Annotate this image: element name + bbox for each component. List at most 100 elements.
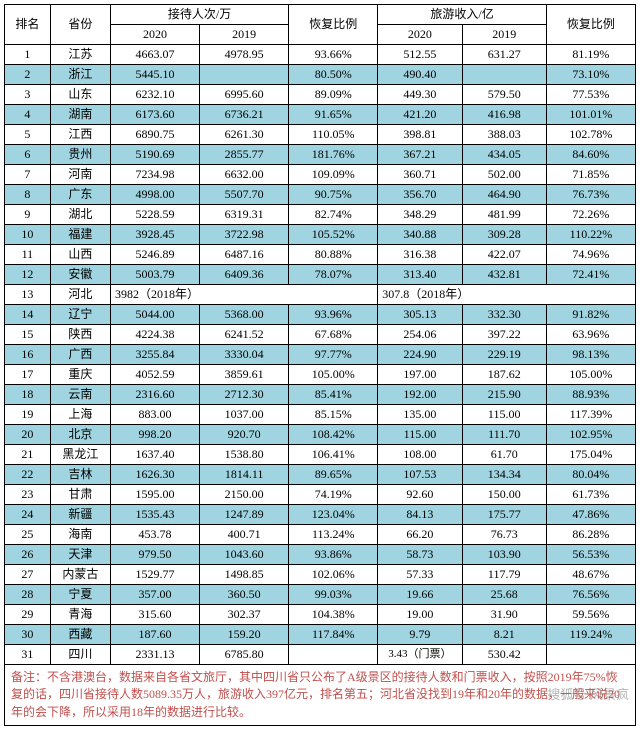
cell-province: 贵州 <box>50 145 110 165</box>
table-row: 18云南2316.602712.3085.41%192.00215.9088.9… <box>5 385 636 405</box>
cell-rec1: 90.75% <box>289 185 378 205</box>
cell-rec2: 175.04% <box>546 445 635 465</box>
cell-r2020: 348.29 <box>378 205 462 225</box>
cell-rec2: 80.04% <box>546 465 635 485</box>
table-row: 20北京998.20920.70108.42%115.00111.70102.9… <box>5 425 636 445</box>
table-row: 6贵州5190.692855.77181.76%367.21434.0584.6… <box>5 145 636 165</box>
note-text: 备注：不含港澳台，数据来自各省文旅厅，其中四川省只公布了A级景区的接待人数和门票… <box>11 670 620 719</box>
cell-r2019: 416.98 <box>462 105 546 125</box>
table-row: 10福建3928.453722.98105.52%340.88309.28110… <box>5 225 636 245</box>
cell-rank: 27 <box>5 565 51 585</box>
cell-rank: 13 <box>5 285 51 305</box>
cell-v2020: 6890.75 <box>110 125 199 145</box>
cell-v2019: 159.20 <box>200 625 289 645</box>
col-rank: 排名 <box>5 5 51 45</box>
cell-province: 湖南 <box>50 105 110 125</box>
cell-rec1: 89.65% <box>289 465 378 485</box>
table-row: 27内蒙古1529.771498.85102.06%57.33117.7948.… <box>5 565 636 585</box>
cell-province: 浙江 <box>50 65 110 85</box>
cell-r2019: 134.34 <box>462 465 546 485</box>
cell-r2019: 432.81 <box>462 265 546 285</box>
cell-r2019: 309.28 <box>462 225 546 245</box>
cell-r2020: 115.00 <box>378 425 462 445</box>
cell-rec1: 80.88% <box>289 245 378 265</box>
table-row: 8广东4998.005507.7090.75%356.70464.9076.73… <box>5 185 636 205</box>
cell-rec2: 102.78% <box>546 125 635 145</box>
cell-r2020: 19.66 <box>378 585 462 605</box>
cell-rec1: 181.76% <box>289 145 378 165</box>
table-row: 31四川2331.136785.803.43（门票）530.42 <box>5 645 636 665</box>
cell-v2019: 360.50 <box>200 585 289 605</box>
cell-rec1: 91.65% <box>289 105 378 125</box>
cell-v2019: 2855.77 <box>200 145 289 165</box>
cell-v2020: 3255.84 <box>110 345 199 365</box>
cell-province: 河南 <box>50 165 110 185</box>
cell-r2020: 19.00 <box>378 605 462 625</box>
cell-rank: 17 <box>5 365 51 385</box>
cell-province: 内蒙古 <box>50 565 110 585</box>
cell-rec1: 85.15% <box>289 405 378 425</box>
cell-r2019: 502.00 <box>462 165 546 185</box>
cell-v2020: 883.00 <box>110 405 199 425</box>
cell-v2020: 187.60 <box>110 625 199 645</box>
cell-rank: 19 <box>5 405 51 425</box>
table-row: 17重庆4052.593859.61105.00%197.00187.62105… <box>5 365 636 385</box>
cell-r2019: 61.70 <box>462 445 546 465</box>
cell-v2019: 400.71 <box>200 525 289 545</box>
table-row: 1江苏4663.074978.9593.66%512.55631.2781.19… <box>5 45 636 65</box>
cell-v2020: 998.20 <box>110 425 199 445</box>
cell-v2019: 2150.00 <box>200 485 289 505</box>
cell-rec2: 56.53% <box>546 545 635 565</box>
col-province: 省份 <box>50 5 110 45</box>
cell-province: 天津 <box>50 545 110 565</box>
cell-rec2: 86.28% <box>546 525 635 545</box>
cell-rec1: 74.19% <box>289 485 378 505</box>
cell-r2020: 66.20 <box>378 525 462 545</box>
cell-rank: 7 <box>5 165 51 185</box>
cell-rec1: 108.42% <box>289 425 378 445</box>
cell-r2020: 197.00 <box>378 365 462 385</box>
cell-r2020: 340.88 <box>378 225 462 245</box>
cell-r2019: 397.22 <box>462 325 546 345</box>
table-row: 3山东6232.106995.6089.09%449.30579.5077.53… <box>5 85 636 105</box>
table-row: 25海南453.78400.71113.24%66.2076.7386.28% <box>5 525 636 545</box>
cell-rec1: 117.84% <box>289 625 378 645</box>
cell-v2020: 4998.00 <box>110 185 199 205</box>
cell-r2019: 332.30 <box>462 305 546 325</box>
cell-r2020: 108.00 <box>378 445 462 465</box>
table-row: 22吉林1626.301814.1189.65%107.53134.3480.0… <box>5 465 636 485</box>
cell-v2019: 3722.98 <box>200 225 289 245</box>
table-row: 16广西3255.843330.0497.77%224.90229.1998.1… <box>5 345 636 365</box>
table-row: 21黑龙江1637.401538.80106.41%108.0061.70175… <box>5 445 636 465</box>
cell-r2019: 31.90 <box>462 605 546 625</box>
cell-v2020: 4663.07 <box>110 45 199 65</box>
cell-province: 海南 <box>50 525 110 545</box>
cell-rank: 10 <box>5 225 51 245</box>
cell-province: 辽宁 <box>50 305 110 325</box>
cell-r2019: 388.03 <box>462 125 546 145</box>
cell-v2019: 302.37 <box>200 605 289 625</box>
table-body: 1江苏4663.074978.9593.66%512.55631.2781.19… <box>5 45 636 665</box>
cell-rank: 4 <box>5 105 51 125</box>
cell-v2020: 315.60 <box>110 605 199 625</box>
cell-r2019: 115.00 <box>462 405 546 425</box>
cell-rec1: 104.38% <box>289 605 378 625</box>
cell-r2019: 464.90 <box>462 185 546 205</box>
cell-v2020: 1529.77 <box>110 565 199 585</box>
cell-province: 宁夏 <box>50 585 110 605</box>
cell-v2019: 1043.60 <box>200 545 289 565</box>
cell-v2020: 453.78 <box>110 525 199 545</box>
cell-v2019: 6736.21 <box>200 105 289 125</box>
cell-r2019: 434.05 <box>462 145 546 165</box>
cell-rec1: 80.50% <box>289 65 378 85</box>
cell-province: 云南 <box>50 385 110 405</box>
cell-v2019: 6995.60 <box>200 85 289 105</box>
cell-r2019: 187.62 <box>462 365 546 385</box>
cell-rec1: 99.03% <box>289 585 378 605</box>
cell-province: 陕西 <box>50 325 110 345</box>
cell-province: 山东 <box>50 85 110 105</box>
note-row: 备注：不含港澳台，数据来自各省文旅厅，其中四川省只公布了A级景区的接待人数和门票… <box>5 665 636 726</box>
cell-rec2: 76.73% <box>546 185 635 205</box>
cell-rec1 <box>289 645 378 665</box>
cell-rank: 30 <box>5 625 51 645</box>
